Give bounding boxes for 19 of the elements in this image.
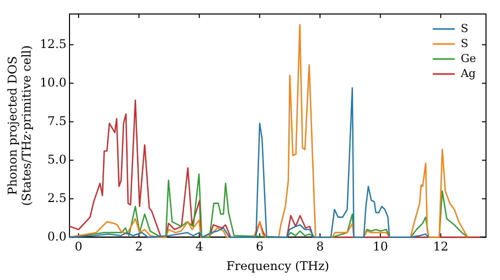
y-tick-label: 0.0 [47, 229, 67, 244]
y-tick-label: 12.5 [40, 36, 67, 51]
x-axis-title: Frequency (THz) [226, 258, 330, 273]
legend-label: Ag [460, 66, 476, 80]
y-tick-label: 10.0 [40, 75, 67, 90]
legend-label: S [460, 36, 468, 50]
x-tick-label: 10 [372, 240, 388, 254]
x-tick-label: 6 [256, 240, 264, 254]
x-tick-label: 4 [195, 240, 204, 254]
x-tick-label: 2 [135, 240, 143, 254]
y-tick-label: 5.0 [47, 152, 67, 166]
y-axis-title: Phonon projected DOS (States/THz·primitive cell) [5, 45, 34, 206]
legend-label: Ge [460, 52, 476, 65]
y-tick-label: 2.5 [47, 190, 67, 205]
x-tick-label: 8 [316, 240, 324, 254]
x-tick-label: 12 [433, 240, 448, 254]
legend-label: S [460, 22, 468, 35]
x-tick-label: 0 [74, 240, 82, 254]
y-tick-label: 7.5 [47, 114, 67, 128]
